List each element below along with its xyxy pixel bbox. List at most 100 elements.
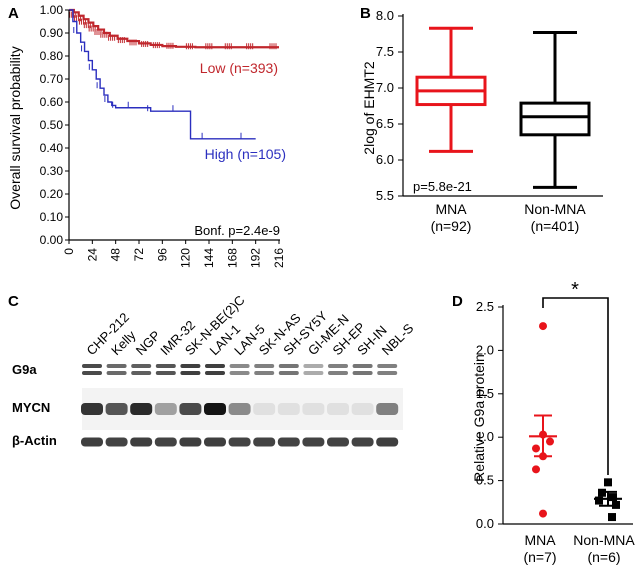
box-body-nonmna	[519, 101, 591, 137]
dotplot-ytick-label: 2.0	[476, 342, 494, 357]
survival-ytick-label: 0.30	[40, 164, 64, 178]
blot-band-g9a-lower	[82, 371, 102, 375]
blot-band-g9a-upper	[278, 364, 299, 368]
blot-band-mycn	[130, 403, 153, 415]
survival-ytick-label: 0.10	[40, 210, 64, 224]
survival-line-low	[69, 8, 279, 49]
dotplot-ytick-label: 0.0	[476, 516, 494, 531]
blot-band-mycn	[228, 403, 251, 415]
dotplot-point-mna	[532, 444, 540, 453]
blot-band-g9a-upper	[229, 364, 250, 368]
panel-label-a: A	[8, 5, 19, 22]
dotplot-ylabel: Relative G9a protein	[471, 354, 487, 482]
significance-star: *	[571, 279, 579, 301]
survival-xtick-label: 120	[179, 248, 193, 268]
blot-lane-label: NBL-S	[379, 320, 417, 358]
dotplot-point-mna	[546, 437, 554, 446]
blot-band-g9a-upper	[106, 364, 127, 368]
dotplot-point-nonmna	[595, 496, 603, 505]
blot-band-g9a-upper	[155, 364, 176, 368]
dotplot-point-mna	[532, 465, 540, 474]
blot-band-g9a-upper	[131, 364, 152, 368]
blot-band-mycn	[376, 403, 399, 415]
survival-xtick-label: 144	[202, 248, 216, 268]
dotplot-count-mna: (n=7)	[523, 549, 556, 565]
blot-band-mycn	[302, 403, 325, 415]
dotplot-chart: Relative G9a protein 0.00.51.01.52.02.5 …	[471, 279, 635, 565]
legend-low: Low (n=393)	[200, 60, 278, 76]
survival-ytick-label: 0.70	[40, 72, 64, 86]
survival-ylabel: Overall survival probability	[7, 46, 23, 209]
boxplot-ytick-label: 7.5	[376, 44, 394, 59]
survival-ytick-label: 0.40	[40, 141, 64, 155]
panel-label-c: C	[8, 293, 19, 310]
survival-xtick-label: 168	[225, 248, 239, 268]
survival-xtick-label: 0	[62, 248, 76, 255]
boxplot-ytick-label: 6.0	[376, 152, 394, 167]
blot-band-mycn	[277, 403, 300, 415]
blot-band-mycn	[327, 403, 349, 415]
blot-band-g9a-upper	[377, 364, 398, 368]
blot-band-g9a-lower	[131, 371, 152, 375]
blot-band-g9a-lower	[180, 371, 201, 375]
blot-band-actin	[228, 437, 251, 447]
blot-band-g9a-lower	[229, 371, 250, 375]
survival-xtick-label: 48	[109, 248, 123, 262]
boxplot-count-mna: (n=92)	[431, 218, 472, 234]
survival-line-high	[69, 9, 256, 140]
blot-lane-label: NGP	[133, 328, 164, 359]
dotplot-point-mna	[539, 509, 547, 518]
legend-high: High (n=105)	[205, 146, 286, 162]
blot-band-actin	[277, 437, 300, 447]
survival-xtick-label: 216	[272, 248, 286, 268]
survival-ytick-label: 0.50	[40, 118, 64, 132]
blot-band-g9a-lower	[303, 371, 324, 375]
dotplot-count-nonmna: (n=6)	[587, 549, 620, 565]
blot-band-g9a-upper	[205, 364, 225, 368]
dotplot-cat-nonmna: Non-MNA	[573, 532, 635, 548]
dotplot-ytick-label: 1.0	[476, 429, 494, 444]
boxplot-cat-mna: MNA	[435, 201, 467, 217]
survival-ytick-label: 0.00	[40, 233, 64, 247]
blot-row-actin: β-Actin	[12, 433, 57, 448]
boxplot-pvalue: p=5.8e-21	[413, 179, 472, 194]
blot-band-g9a-upper	[254, 364, 275, 368]
boxplot-ylabel: 2log of EHMT2	[361, 61, 377, 155]
boxplot-count-nonmna: (n=401)	[531, 218, 580, 234]
boxplot-ytick-label: 6.5	[376, 116, 394, 131]
blot-band-g9a-lower	[377, 371, 398, 375]
blot-band-mycn	[81, 403, 103, 415]
panel-label-b: B	[360, 5, 371, 22]
blot-band-g9a-upper	[303, 364, 324, 368]
blot-row-mycn: MYCN	[12, 400, 50, 415]
blot-band-actin	[302, 437, 325, 447]
boxplot-ytick-label: 7.0	[376, 80, 394, 95]
blot-band-mycn	[351, 403, 374, 415]
blot-band-g9a-upper	[180, 364, 201, 368]
dotplot-ytick-label: 1.5	[476, 386, 494, 401]
boxplot-chart: 2log of EHMT2 5.5 6.0 6.5 7.0 7.5 8.0 p=5.8e-…	[361, 8, 603, 234]
significance-bracket	[542, 297, 609, 475]
blot-row-g9a: G9a	[12, 362, 37, 377]
blot-band-g9a-lower	[106, 371, 127, 375]
blot-band-g9a-lower	[352, 371, 373, 375]
blot-band-g9a-lower	[328, 371, 348, 375]
dotplot-point-nonmna	[609, 493, 617, 502]
survival-ytick-label: 0.90	[40, 26, 64, 40]
survival-ytick-label: 0.20	[40, 187, 64, 201]
dotplot-point-mna	[539, 322, 547, 331]
blot-band-actin	[204, 437, 226, 447]
western-blot: CHP-212KellyNGPIMR-32SK-N-BE(2)CLAN-1LAN…	[12, 292, 417, 448]
blot-band-actin	[253, 437, 276, 447]
blot-band-mycn	[204, 403, 226, 415]
blot-band-mycn	[105, 403, 128, 415]
blot-band-actin	[327, 437, 349, 447]
dotplot-ytick-label: 0.5	[476, 473, 494, 488]
survival-pvalue: Bonf. p=2.4e-9	[194, 223, 280, 238]
blot-band-mycn	[154, 403, 177, 415]
boxplot-ytick-label: 8.0	[376, 8, 394, 23]
boxplot-ytick-label: 5.5	[376, 188, 394, 203]
blot-band-actin	[130, 437, 153, 447]
survival-chart: Overall survival probability 0.00 0.10 0.2…	[7, 3, 286, 268]
